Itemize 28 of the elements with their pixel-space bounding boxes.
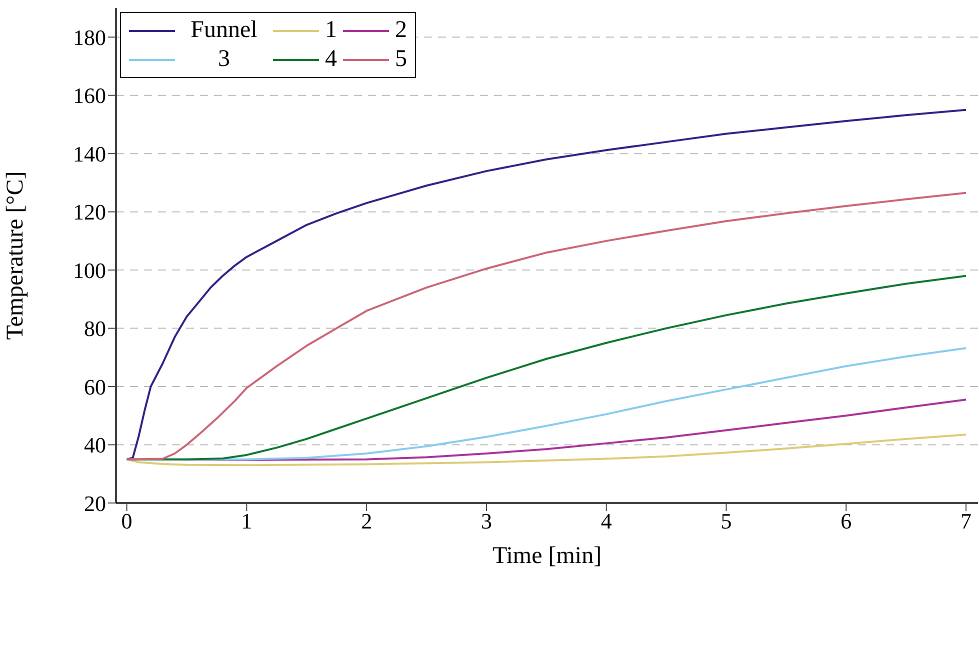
x-axis-title: Time [min] [492, 543, 602, 569]
line-series [126, 192, 968, 460]
x-tick-label: 2 [361, 508, 372, 534]
legend-label: 5 [395, 46, 407, 73]
y-tick-label: 120 [73, 200, 106, 225]
x-tick-label: 4 [600, 508, 612, 534]
x-tick-label: 5 [720, 508, 732, 534]
y-tick-label: 180 [73, 24, 106, 50]
y-tick-label: 140 [73, 141, 106, 166]
y-tick-label: 60 [84, 374, 106, 400]
y-tick-label: 160 [73, 83, 106, 108]
y-tick-label: 40 [84, 432, 106, 458]
legend-label: 2 [395, 17, 407, 44]
y-tick-label: 100 [73, 258, 106, 283]
legend-label: 3 [217, 46, 231, 73]
x-tick-label: 1 [241, 508, 252, 534]
legend-label: Funnel [190, 17, 258, 44]
x-tick-label: 0 [121, 508, 132, 534]
y-tick-label: 80 [84, 316, 106, 342]
line-series [126, 108, 968, 460]
x-tick-label: 7 [960, 508, 972, 534]
x-tick-label: 6 [840, 508, 852, 534]
legend-label: 1 [325, 17, 337, 44]
y-axis-title: Temperature [°C] [2, 171, 29, 340]
line-series [126, 434, 968, 466]
x-tick-label: 3 [480, 508, 492, 534]
y-tick-label: 20 [84, 490, 106, 516]
legend-label: 4 [325, 46, 337, 73]
